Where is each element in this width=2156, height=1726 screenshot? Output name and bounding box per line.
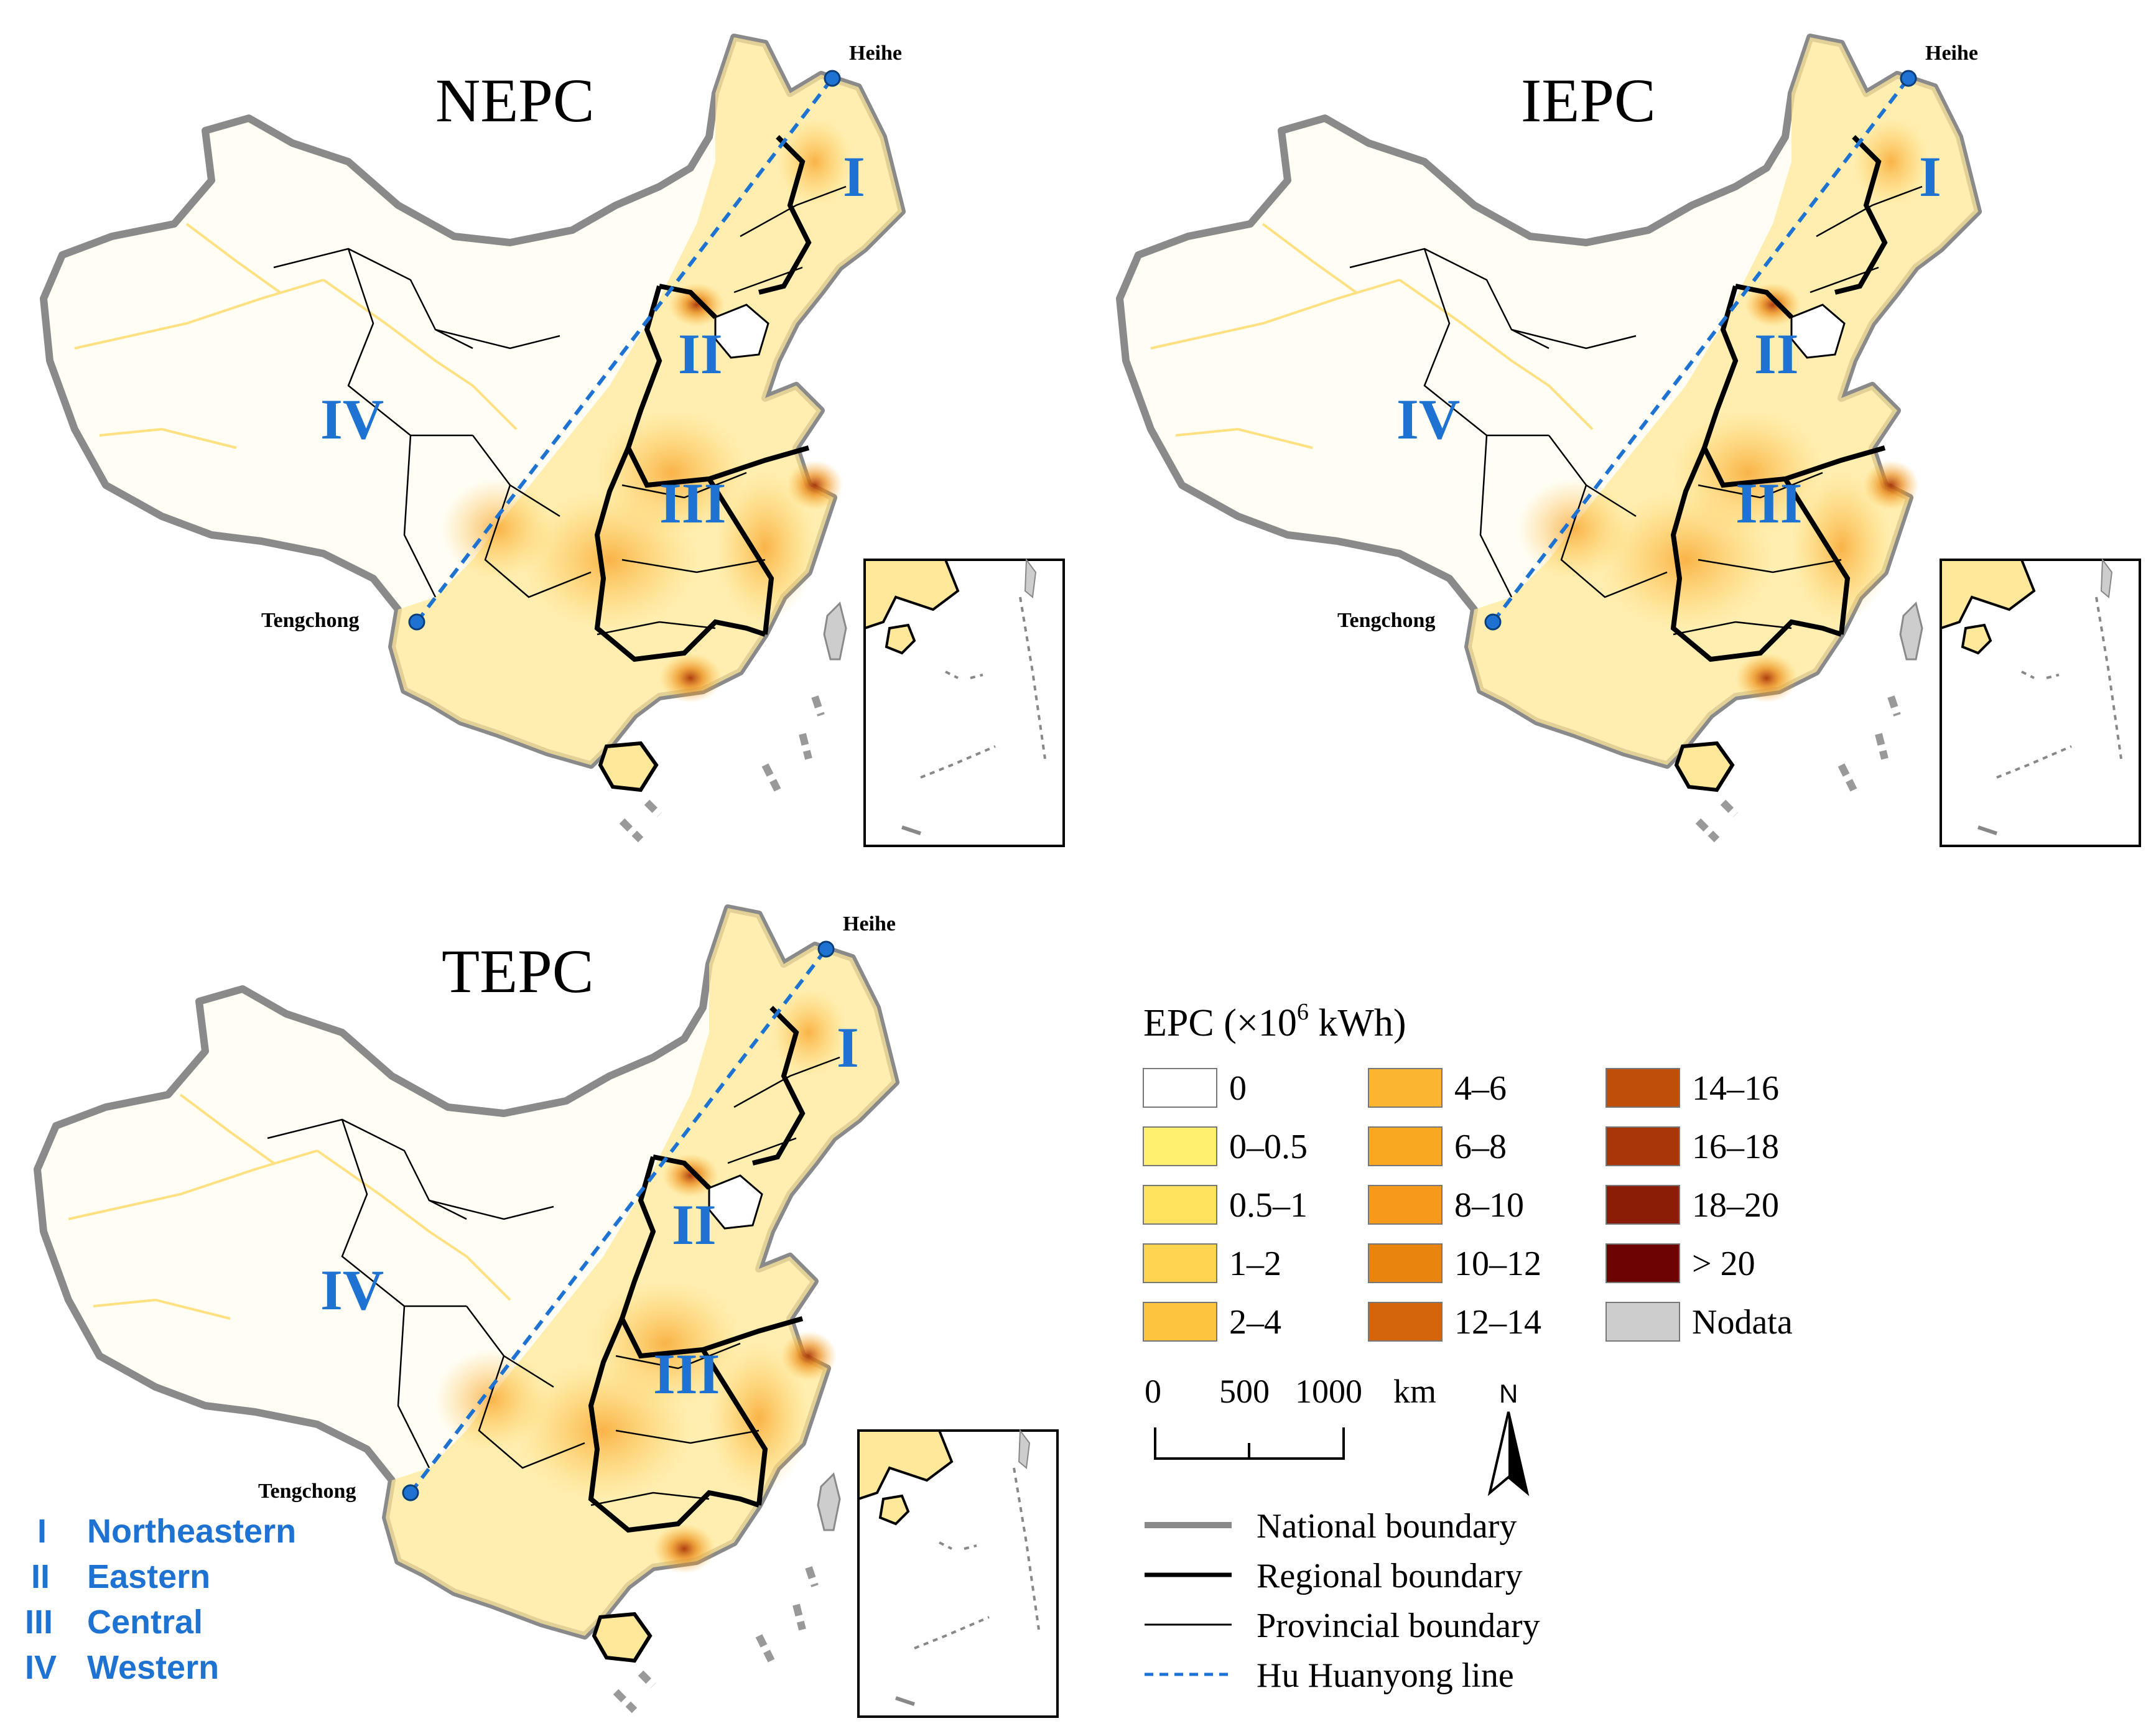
legend-label: 0.5–1 — [1229, 1186, 1308, 1225]
region-label-iii: III — [1735, 471, 1802, 535]
panel-nepc: NEPC Heihe Tengchong I II III IV — [44, 37, 1064, 846]
hu-line-tepc — [409, 948, 828, 1494]
north-arrow-label: N — [1499, 1379, 1518, 1408]
key-numeral-iv: IV — [25, 1649, 57, 1686]
legend-swatch — [1368, 1068, 1443, 1108]
heihe-label: Heihe — [843, 912, 896, 935]
legend-label: 10–12 — [1454, 1245, 1541, 1283]
panel-title: TEPC — [442, 937, 593, 1006]
hu-line-label: Hu Huanyong line — [1257, 1656, 1514, 1695]
region-label-ii: II — [672, 1193, 717, 1256]
legend-swatch — [1605, 1243, 1680, 1283]
legend-label: 0 — [1229, 1069, 1247, 1108]
region-label-iv: IV — [320, 1258, 384, 1322]
legend-swatch — [1143, 1302, 1217, 1342]
legend-swatch — [1143, 1126, 1217, 1166]
legend-swatch — [1368, 1185, 1443, 1225]
legend-label: > 20 — [1692, 1245, 1755, 1283]
legend-swatch — [1143, 1185, 1217, 1225]
key-numeral-i: I — [37, 1513, 47, 1550]
legend-label: 1–2 — [1229, 1245, 1281, 1283]
legend-label: 16–18 — [1692, 1128, 1779, 1166]
legend-swatch — [1368, 1243, 1443, 1283]
scale-bar: 0 500 1000 km — [1145, 1373, 1436, 1460]
north-arrow-half — [1508, 1412, 1527, 1493]
region-label-i: I — [1919, 145, 1941, 208]
tengchong-marker — [1484, 613, 1502, 631]
hu-line-iepc — [1491, 77, 1910, 623]
legend-label: Nodata — [1692, 1303, 1793, 1342]
legend-label: 18–20 — [1692, 1186, 1779, 1225]
legend-swatch — [1605, 1185, 1680, 1225]
legend-label: 2–4 — [1229, 1303, 1281, 1342]
legend-swatch — [1605, 1302, 1680, 1342]
key-numeral-ii: II — [31, 1558, 50, 1595]
panel-title: NEPC — [435, 66, 595, 135]
tengchong-label: Tengchong — [261, 609, 359, 632]
scale-label-500: 500 — [1219, 1373, 1270, 1410]
scale-label-0: 0 — [1145, 1373, 1161, 1410]
tengchong-label: Tengchong — [1337, 609, 1435, 632]
legend-swatch — [1143, 1243, 1217, 1283]
legend-swatch — [1368, 1126, 1443, 1166]
scale-unit: km — [1393, 1373, 1436, 1410]
scale-bar-line — [1154, 1427, 1345, 1460]
regional-boundary-label: Regional boundary — [1257, 1557, 1523, 1595]
legend-label: 8–10 — [1454, 1186, 1524, 1225]
north-arrow: N — [1487, 1379, 1530, 1496]
region-label-i: I — [843, 145, 865, 208]
legend-label: 14–16 — [1692, 1069, 1779, 1108]
legend-title: EPC (×106 kWh) — [1143, 999, 1406, 1044]
key-name-ii: Eastern — [87, 1558, 210, 1595]
legend-label: 12–14 — [1454, 1303, 1541, 1342]
key-name-iii: Central — [87, 1603, 203, 1641]
tengchong-label: Tengchong — [258, 1480, 356, 1503]
region-label-i: I — [837, 1016, 859, 1079]
heihe-marker — [817, 940, 835, 958]
legend-swatch — [1605, 1068, 1680, 1108]
region-label-iv: IV — [320, 387, 384, 451]
key-name-i: Northeastern — [87, 1513, 296, 1550]
heihe-marker — [1900, 70, 1917, 87]
region-label-ii: II — [678, 322, 723, 386]
tengchong-marker — [402, 1484, 419, 1501]
provincial-boundary-label: Provincial boundary — [1257, 1607, 1540, 1645]
legend-swatches: 0 0–0.5 0.5–1 1–2 2–4 4–6 6–8 8–10 10–12 12–14 14–… — [1143, 1068, 1793, 1342]
region-key: I Northeastern II Eastern III Central IV… — [25, 1513, 296, 1686]
panel-tepc: TEPC Heihe Tengchong I II III IV — [37, 908, 1057, 1717]
heihe-label: Heihe — [849, 42, 902, 65]
legend-swatch — [1368, 1302, 1443, 1342]
heihe-marker — [824, 70, 841, 87]
legend-swatch — [1143, 1068, 1217, 1108]
key-name-iv: Western — [87, 1649, 219, 1686]
legend-label: 4–6 — [1454, 1069, 1507, 1108]
heihe-label: Heihe — [1925, 42, 1978, 65]
legend-label: 6–8 — [1454, 1128, 1507, 1166]
panel-iepc: IEPC Heihe Tengchong I II III IV — [1120, 37, 2140, 846]
region-label-iv: IV — [1396, 387, 1460, 451]
legend-swatch — [1605, 1126, 1680, 1166]
boundary-legend: National boundary Regional boundary Prov… — [1145, 1507, 1540, 1695]
epc-legend: EPC (×106 kWh) 0 0–0.5 0.5–1 1–2 2–4 4–6 6–8 8–… — [1143, 999, 1793, 1342]
legend-label: 0–0.5 — [1229, 1128, 1308, 1166]
key-numeral-iii: III — [25, 1603, 53, 1641]
hu-line-nepc — [415, 77, 834, 623]
region-label-iii: III — [653, 1342, 720, 1406]
region-label-iii: III — [659, 471, 726, 535]
tengchong-marker — [408, 613, 425, 631]
scale-label-1000: 1000 — [1295, 1373, 1362, 1410]
national-boundary-label: National boundary — [1257, 1507, 1517, 1546]
region-label-ii: II — [1754, 322, 1799, 386]
panel-title: IEPC — [1521, 66, 1656, 135]
